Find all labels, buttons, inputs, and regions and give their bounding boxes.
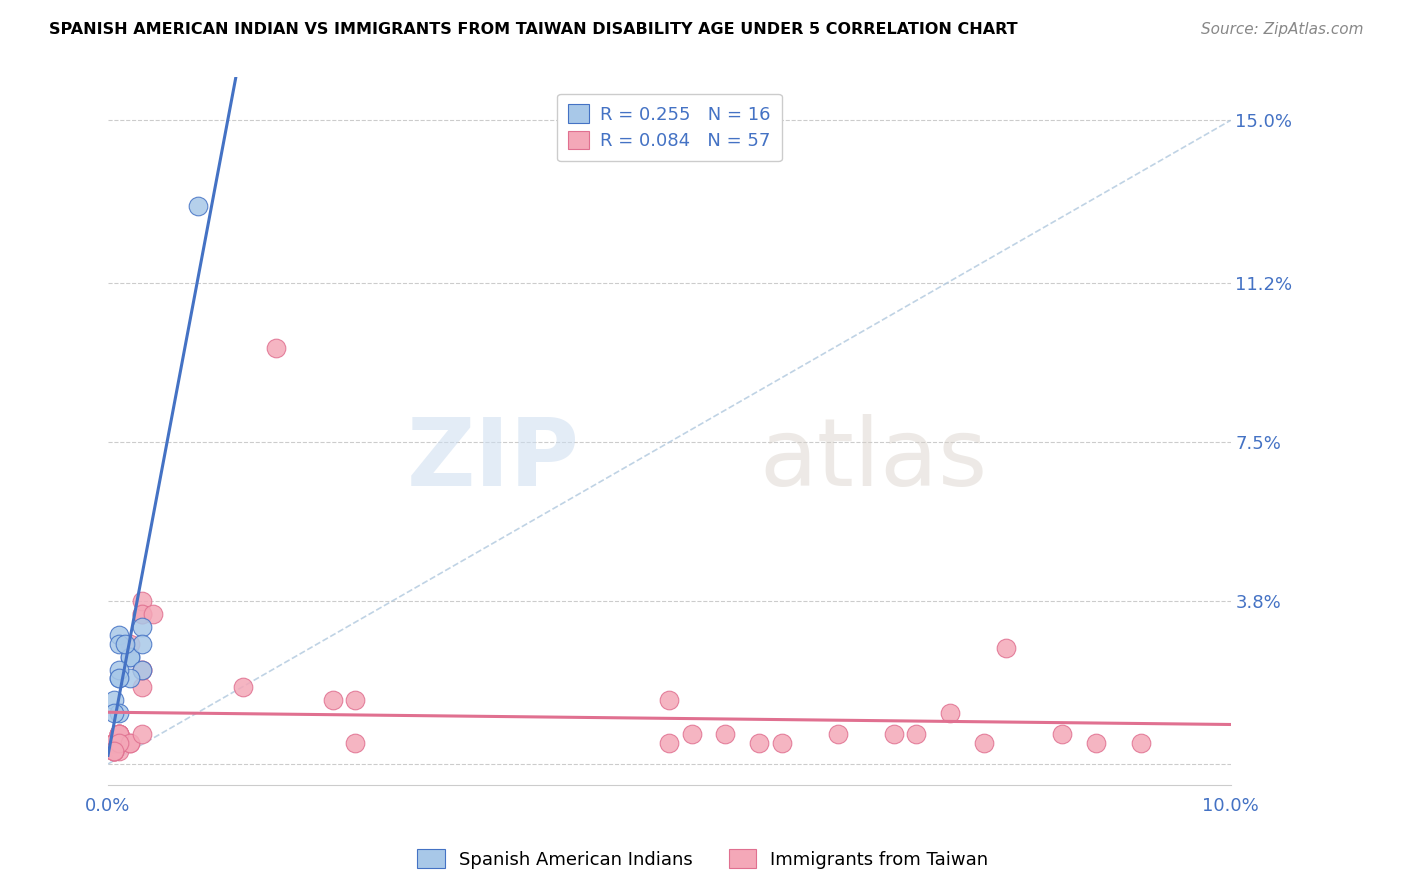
Point xyxy=(108,735,131,749)
Legend: Spanish American Indians, Immigrants from Taiwan: Spanish American Indians, Immigrants fro… xyxy=(411,842,995,876)
Point xyxy=(120,649,142,664)
Point xyxy=(131,637,153,651)
Point xyxy=(108,727,131,741)
Point xyxy=(120,735,142,749)
Point xyxy=(714,727,737,741)
Point xyxy=(120,649,142,664)
Point xyxy=(995,641,1018,656)
Point xyxy=(103,744,125,758)
Point xyxy=(187,199,209,213)
Point xyxy=(108,735,131,749)
Point xyxy=(108,735,131,749)
Point xyxy=(681,727,703,741)
Point xyxy=(142,607,165,621)
Point xyxy=(770,735,793,749)
Point xyxy=(883,727,905,741)
Text: Source: ZipAtlas.com: Source: ZipAtlas.com xyxy=(1201,22,1364,37)
Point xyxy=(120,637,142,651)
Point xyxy=(108,735,131,749)
Legend: R = 0.255   N = 16, R = 0.084   N = 57: R = 0.255 N = 16, R = 0.084 N = 57 xyxy=(557,94,782,161)
Text: atlas: atlas xyxy=(759,414,987,506)
Point xyxy=(108,671,131,685)
Point xyxy=(131,680,153,694)
Point xyxy=(108,671,131,685)
Point xyxy=(108,637,131,651)
Point xyxy=(343,692,366,706)
Point xyxy=(108,735,131,749)
Point xyxy=(131,607,153,621)
Point xyxy=(120,671,142,685)
Point xyxy=(108,727,131,741)
Point xyxy=(103,735,125,749)
Point xyxy=(658,735,681,749)
Point xyxy=(114,637,136,651)
Point xyxy=(232,680,254,694)
Point xyxy=(103,735,125,749)
Point xyxy=(108,735,131,749)
Point xyxy=(108,628,131,642)
Point xyxy=(108,706,131,720)
Point xyxy=(1129,735,1152,749)
Point xyxy=(905,727,928,741)
Point xyxy=(103,744,125,758)
Point xyxy=(108,735,131,749)
Point xyxy=(108,744,131,758)
Point xyxy=(1084,735,1107,749)
Point xyxy=(131,727,153,741)
Point xyxy=(131,607,153,621)
Point xyxy=(103,706,125,720)
Point xyxy=(120,735,142,749)
Point xyxy=(1050,727,1073,741)
Point xyxy=(939,706,962,720)
Point xyxy=(131,663,153,677)
Point xyxy=(131,620,153,634)
Point xyxy=(108,727,131,741)
Point xyxy=(108,735,131,749)
Point xyxy=(103,744,125,758)
Point xyxy=(131,594,153,608)
Text: SPANISH AMERICAN INDIAN VS IMMIGRANTS FROM TAIWAN DISABILITY AGE UNDER 5 CORRELA: SPANISH AMERICAN INDIAN VS IMMIGRANTS FR… xyxy=(49,22,1018,37)
Point xyxy=(748,735,770,749)
Point xyxy=(103,735,125,749)
Point xyxy=(108,735,131,749)
Point xyxy=(131,663,153,677)
Point xyxy=(103,744,125,758)
Point xyxy=(108,735,131,749)
Point xyxy=(266,341,288,355)
Point xyxy=(343,735,366,749)
Point xyxy=(108,663,131,677)
Point xyxy=(108,735,131,749)
Point xyxy=(131,663,153,677)
Text: ZIP: ZIP xyxy=(406,414,579,506)
Point xyxy=(108,727,131,741)
Point xyxy=(827,727,849,741)
Point xyxy=(103,692,125,706)
Point xyxy=(103,744,125,758)
Point xyxy=(108,727,131,741)
Point xyxy=(103,735,125,749)
Point xyxy=(321,692,343,706)
Point xyxy=(973,735,995,749)
Point xyxy=(658,692,681,706)
